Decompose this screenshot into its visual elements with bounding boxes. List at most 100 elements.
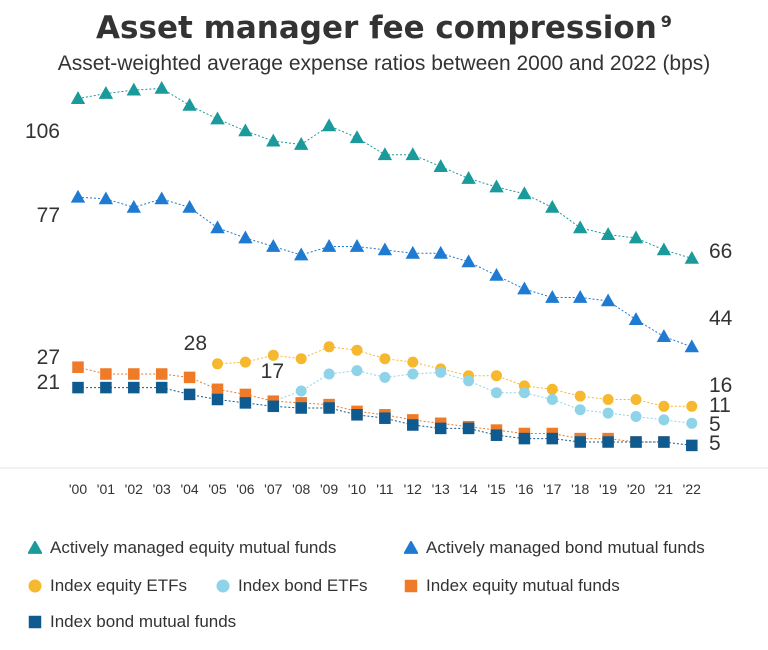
data-point: [489, 179, 504, 193]
data-point: [128, 368, 140, 380]
x-tick-label: '20: [627, 481, 645, 497]
data-point: [155, 381, 168, 394]
x-tick-label: '03: [153, 481, 171, 497]
data-point: [602, 436, 614, 448]
chart-subtitle: Asset-weighted average expense ratios be…: [57, 52, 711, 75]
legend-item: Actively managed bond mutual funds: [404, 538, 705, 558]
data-point: [294, 137, 309, 150]
data-point: [546, 432, 559, 445]
series-end-label: 66: [709, 240, 732, 263]
data-point: [435, 366, 447, 378]
x-tick-label: '11: [376, 481, 393, 497]
data-point: [434, 422, 447, 435]
footnote-marker: 9: [660, 11, 672, 31]
data-point: [461, 254, 476, 268]
data-point: [684, 339, 699, 353]
series-line: [77, 87, 692, 259]
data-point: [98, 191, 114, 205]
legend-item: Index equity ETFs: [28, 576, 187, 596]
x-tick-label: '04: [180, 481, 198, 497]
x-tick-label: '07: [264, 481, 282, 497]
data-point: [407, 356, 419, 368]
data-point: [407, 419, 419, 431]
data-point: [463, 375, 475, 387]
data-point: [351, 409, 363, 421]
x-tick-label: '13: [432, 481, 450, 497]
data-point: [658, 436, 670, 448]
legend-label: Index equity ETFs: [50, 576, 188, 595]
chart-title: Asset manager fee compression 9: [0, 10, 768, 46]
x-tick-label: '10: [348, 481, 366, 497]
triangle-marker-icon: [404, 541, 418, 554]
legend-label: Index equity mutual funds: [426, 576, 620, 595]
data-point: [295, 402, 307, 414]
data-point: [545, 199, 560, 213]
data-point: [379, 371, 391, 383]
data-point: [323, 368, 335, 380]
legend-label: Index bond ETFs: [238, 576, 368, 595]
data-point: [266, 133, 281, 147]
data-point: [546, 383, 558, 395]
legend-marker: [28, 615, 42, 629]
legend-item: Index equity mutual funds: [404, 576, 620, 596]
x-tick-label: '21: [655, 481, 673, 497]
circle-marker-icon: [216, 579, 230, 593]
data-point: [686, 439, 698, 452]
data-point: [295, 385, 307, 397]
data-point: [182, 97, 197, 111]
x-tick-label: '19: [599, 481, 617, 497]
legend-marker: [404, 541, 418, 554]
square-marker-icon: [28, 615, 42, 629]
data-point: [658, 414, 670, 426]
data-point: [126, 82, 141, 96]
data-point: [128, 381, 140, 394]
data-point: [349, 130, 365, 144]
data-point: [267, 400, 280, 413]
series-start-label: 21: [37, 371, 60, 394]
data-point: [656, 242, 672, 256]
data-point: [72, 361, 84, 373]
data-point: [239, 356, 251, 368]
data-point: [573, 220, 588, 234]
data-point: [602, 407, 614, 419]
data-point: [574, 390, 586, 402]
chart-title-text: Asset manager fee compression: [96, 10, 657, 46]
legend-marker: [28, 579, 42, 593]
data-point: [546, 394, 558, 405]
data-point: [100, 381, 112, 394]
x-tick-label: '22: [683, 481, 701, 497]
data-point: [126, 199, 141, 213]
data-point: [405, 147, 420, 161]
data-point: [239, 388, 252, 401]
series-start-label: 106: [25, 120, 60, 143]
series-end-label: 16: [709, 374, 732, 397]
data-point: [491, 387, 502, 399]
series-line: [77, 196, 692, 348]
data-point: [686, 400, 698, 412]
square-marker-icon: [404, 579, 418, 593]
legend-item: Index bond ETFs: [216, 576, 367, 596]
data-point: [377, 147, 393, 161]
data-point: [686, 417, 698, 429]
x-tick-label: '16: [515, 481, 533, 497]
data-point: [98, 86, 114, 99]
series-end-label: 5: [709, 413, 721, 436]
data-point: [630, 411, 642, 422]
legend-marker: [216, 579, 230, 593]
x-tick-label: '08: [292, 481, 310, 497]
series-line: [273, 370, 692, 424]
data-point: [323, 341, 335, 353]
data-point: [489, 267, 504, 281]
data-point: [628, 230, 644, 244]
series-start-label: 17: [261, 360, 284, 383]
x-tick-label: '06: [236, 481, 254, 497]
data-point: [72, 381, 84, 394]
series-end-label: 44: [709, 307, 733, 330]
data-point: [490, 429, 503, 441]
x-tick-label: '12: [404, 481, 422, 497]
data-point: [518, 387, 530, 399]
data-point: [183, 371, 196, 384]
legend-marker: [404, 579, 418, 593]
legend-item: Actively managed equity mutual funds: [28, 538, 336, 558]
data-point: [600, 227, 616, 240]
